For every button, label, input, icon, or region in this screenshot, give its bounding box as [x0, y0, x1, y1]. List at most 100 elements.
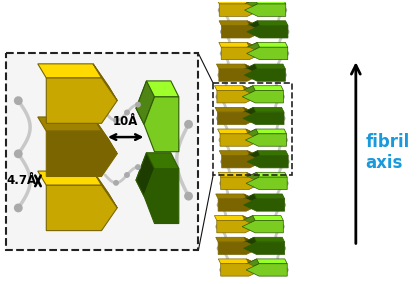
- Circle shape: [284, 159, 290, 164]
- Circle shape: [284, 51, 289, 56]
- Bar: [213, 83, 292, 175]
- Polygon shape: [241, 107, 284, 118]
- Polygon shape: [243, 86, 258, 97]
- Polygon shape: [215, 86, 258, 97]
- Polygon shape: [46, 78, 117, 123]
- Circle shape: [220, 51, 225, 56]
- Polygon shape: [218, 129, 261, 140]
- Polygon shape: [93, 64, 117, 101]
- Polygon shape: [144, 97, 179, 152]
- Polygon shape: [244, 172, 259, 183]
- Polygon shape: [217, 91, 258, 103]
- Polygon shape: [144, 169, 179, 224]
- Polygon shape: [220, 134, 261, 146]
- Polygon shape: [218, 259, 262, 270]
- Polygon shape: [244, 42, 288, 53]
- Polygon shape: [220, 264, 262, 276]
- Polygon shape: [246, 129, 261, 140]
- Polygon shape: [242, 220, 284, 233]
- Circle shape: [217, 246, 222, 251]
- Polygon shape: [218, 242, 259, 254]
- Circle shape: [218, 72, 223, 78]
- Polygon shape: [246, 264, 287, 276]
- Polygon shape: [246, 177, 287, 189]
- Polygon shape: [243, 129, 258, 140]
- Polygon shape: [247, 151, 263, 162]
- Polygon shape: [241, 107, 256, 118]
- Polygon shape: [219, 42, 262, 53]
- Polygon shape: [218, 112, 259, 125]
- Text: 10Å: 10Å: [113, 115, 138, 128]
- Polygon shape: [46, 185, 117, 231]
- Circle shape: [283, 137, 288, 143]
- Polygon shape: [215, 107, 259, 118]
- Polygon shape: [244, 172, 287, 183]
- Circle shape: [135, 102, 141, 108]
- Polygon shape: [219, 69, 260, 81]
- Circle shape: [281, 72, 287, 78]
- Circle shape: [220, 159, 226, 164]
- Bar: [6, 53, 198, 250]
- Circle shape: [184, 120, 193, 129]
- Polygon shape: [247, 42, 262, 53]
- Polygon shape: [244, 259, 259, 270]
- Polygon shape: [244, 21, 288, 32]
- Polygon shape: [242, 216, 258, 227]
- Circle shape: [14, 96, 23, 105]
- Polygon shape: [245, 134, 286, 146]
- Polygon shape: [244, 259, 287, 270]
- Polygon shape: [136, 81, 179, 124]
- Circle shape: [124, 172, 130, 178]
- Circle shape: [216, 116, 222, 121]
- Circle shape: [14, 204, 23, 212]
- Circle shape: [14, 149, 23, 158]
- Polygon shape: [218, 199, 259, 211]
- Polygon shape: [241, 237, 257, 248]
- Polygon shape: [240, 86, 284, 97]
- Text: fibril
axis: fibril axis: [366, 133, 410, 172]
- Circle shape: [113, 180, 119, 186]
- Polygon shape: [218, 172, 262, 183]
- Polygon shape: [38, 64, 117, 101]
- Polygon shape: [136, 153, 179, 196]
- Polygon shape: [242, 0, 286, 10]
- Polygon shape: [244, 69, 285, 81]
- Circle shape: [280, 116, 286, 121]
- Polygon shape: [216, 194, 259, 205]
- Circle shape: [215, 224, 221, 229]
- Polygon shape: [244, 42, 260, 53]
- Polygon shape: [46, 131, 117, 176]
- Circle shape: [215, 94, 221, 99]
- Circle shape: [219, 181, 225, 186]
- Polygon shape: [241, 194, 285, 205]
- Polygon shape: [244, 4, 286, 16]
- Circle shape: [282, 7, 287, 13]
- Polygon shape: [240, 216, 255, 227]
- Polygon shape: [244, 194, 259, 205]
- Polygon shape: [219, 21, 262, 32]
- Circle shape: [218, 137, 224, 143]
- Polygon shape: [216, 64, 260, 75]
- Polygon shape: [243, 129, 286, 140]
- Text: 4.7Å: 4.7Å: [6, 174, 36, 187]
- Polygon shape: [241, 237, 285, 248]
- Polygon shape: [244, 242, 285, 254]
- Polygon shape: [216, 237, 259, 248]
- Circle shape: [184, 192, 193, 201]
- Polygon shape: [240, 86, 255, 97]
- Circle shape: [283, 267, 289, 273]
- Circle shape: [217, 202, 222, 208]
- Polygon shape: [221, 26, 262, 38]
- Polygon shape: [241, 194, 257, 205]
- Polygon shape: [247, 47, 288, 60]
- Polygon shape: [243, 107, 259, 118]
- Polygon shape: [247, 155, 288, 168]
- Polygon shape: [245, 0, 260, 10]
- Polygon shape: [217, 220, 258, 233]
- Polygon shape: [245, 151, 288, 162]
- Polygon shape: [220, 177, 262, 189]
- Polygon shape: [242, 0, 257, 10]
- Polygon shape: [221, 47, 262, 60]
- Polygon shape: [244, 199, 285, 211]
- Circle shape: [124, 110, 130, 115]
